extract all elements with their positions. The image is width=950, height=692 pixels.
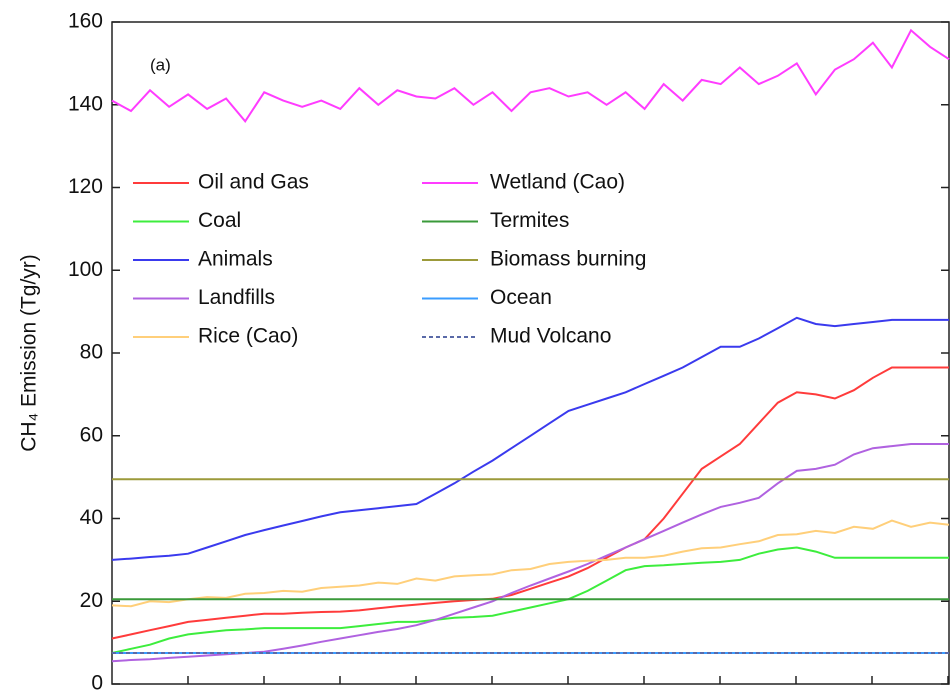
series-line [111,366,949,640]
legend-label: Wetland (Cao) [490,171,625,194]
legend-label: Coal [198,209,241,232]
y-tick-label: 140 [68,92,103,115]
y-tick-label: 0 [91,672,103,692]
y-tick-label: 100 [68,258,103,281]
series-line [111,519,950,608]
series-line [111,546,949,654]
y-tick-label: 120 [68,175,103,198]
y-tick-label: 40 [80,506,103,529]
series-line [111,28,950,123]
legend-label: Ocean [490,286,552,309]
legend-label: Biomass burning [490,248,646,271]
annotation: (a) [150,55,171,74]
y-axis-label: CH₄ Emission (Tg/yr) [18,254,41,452]
y-tick-label: 80 [80,341,103,364]
legend-label: Mud Volcano [490,325,611,348]
legend-label: Animals [198,248,273,271]
series-line [111,443,949,663]
y-tick-label: 160 [68,10,103,33]
legend-label: Termites [490,209,569,232]
legend-label: Rice (Cao) [198,325,298,348]
y-tick-label: 60 [80,423,103,446]
legend-label: Oil and Gas [198,171,309,194]
y-tick-label: 20 [80,589,103,612]
series-line [111,316,949,561]
legend-label: Landfills [198,286,275,309]
